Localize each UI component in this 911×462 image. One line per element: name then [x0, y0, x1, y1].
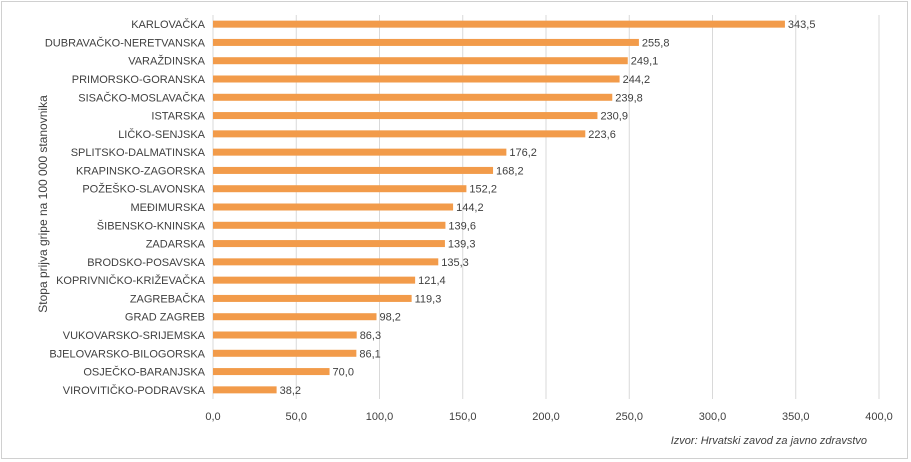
- y-axis-label: Stopa prijva gripe na 100 000 stanovnika: [36, 95, 50, 313]
- bar: [213, 93, 613, 101]
- bar: [213, 166, 494, 174]
- data-label: 239,8: [615, 92, 643, 104]
- category-label: PRIMORSKO-GORANSKA: [72, 74, 206, 86]
- data-label: 86,3: [360, 330, 381, 342]
- bar: [213, 203, 454, 211]
- category-label: MEĐIMURSKA: [130, 202, 205, 214]
- category-label: KOPRIVNIČKO-KRIŽEVAČKA: [56, 274, 206, 287]
- data-label: 70,0: [333, 367, 354, 379]
- data-label: 168,2: [496, 165, 524, 177]
- bar: [213, 349, 357, 357]
- data-label: 135,3: [441, 257, 469, 269]
- bar: [213, 75, 620, 83]
- category-labels: KARLOVAČKA DUBRAVAČKO-NERETVANSKA VARAŽDIN…: [45, 18, 206, 397]
- bar: [213, 331, 357, 339]
- data-label: 139,6: [448, 220, 476, 232]
- x-tick-label: 50,0: [286, 411, 307, 423]
- bar: [213, 240, 445, 248]
- x-tick-labels: 0,0 50,0 100,0 150,0 200,0 250,0 300,0 350,0 400…: [205, 411, 892, 423]
- data-label: 176,2: [509, 147, 537, 159]
- data-label: 230,9: [600, 111, 628, 123]
- bar: [213, 57, 628, 65]
- category-label: VIROVITIČKO-PODRAVSKA: [63, 384, 206, 397]
- data-label: 139,3: [448, 239, 476, 251]
- category-label: VARAŽDINSKA: [128, 55, 205, 68]
- data-label: 152,2: [469, 184, 497, 196]
- category-label: POŽEŠKO-SLAVONSKA: [82, 183, 205, 196]
- bar: [213, 221, 446, 229]
- category-label: SISAČKO-MOSLAVAČKA: [78, 91, 205, 104]
- data-label: 86,1: [359, 348, 380, 360]
- category-label: DUBRAVAČKO-NERETVANSKA: [45, 36, 206, 49]
- source-note: Izvor: Hrvatski zavod za javno zdravstvo: [670, 435, 867, 447]
- data-labels: 343,5 255,8 249,1 244,2 239,8 230,9 223,6 176,2…: [280, 19, 816, 397]
- category-label: ISTARSKA: [151, 111, 205, 123]
- bar: [213, 148, 507, 156]
- category-label: ZADARSKA: [146, 239, 206, 251]
- data-label: 255,8: [642, 37, 670, 49]
- x-tick-label: 200,0: [532, 411, 560, 423]
- data-label: 244,2: [623, 74, 651, 86]
- data-label: 343,5: [788, 19, 816, 31]
- bar: [213, 112, 598, 120]
- x-tick-label: 400,0: [865, 411, 893, 423]
- x-tick-label: 300,0: [699, 411, 727, 423]
- category-label: SPLITSKO-DALMATINSKA: [71, 147, 206, 159]
- bar: [213, 258, 439, 266]
- bar: [213, 294, 412, 302]
- bars: [213, 20, 785, 394]
- category-label: BRODSKO-POSAVSKA: [87, 257, 205, 269]
- bar: [213, 276, 416, 284]
- category-label: KARLOVAČKA: [131, 18, 205, 31]
- data-label: 249,1: [631, 56, 659, 68]
- category-label: VUKOVARSKO-SRIJEMSKA: [63, 330, 206, 342]
- bar: [213, 130, 586, 138]
- x-tick-label: 0,0: [205, 411, 220, 423]
- x-tick-label: 150,0: [449, 411, 477, 423]
- category-label: LIČKO-SENJSKA: [118, 128, 205, 141]
- bar: [213, 368, 330, 376]
- bar: [213, 185, 467, 193]
- data-label: 38,2: [280, 385, 301, 397]
- x-tick-label: 350,0: [782, 411, 810, 423]
- data-label: 144,2: [456, 202, 484, 214]
- x-tick-label: 100,0: [366, 411, 394, 423]
- category-label: BJELOVARSKO-BILOGORSKA: [49, 348, 205, 360]
- category-label: ŠIBENSKO-KNINSKA: [97, 219, 206, 232]
- data-label: 98,2: [380, 312, 401, 324]
- category-label: KRAPINSKO-ZAGORSKA: [76, 165, 206, 177]
- data-label: 121,4: [418, 275, 446, 287]
- bar: [213, 313, 377, 321]
- category-label: GRAD ZAGREB: [125, 312, 205, 324]
- bar: [213, 38, 639, 46]
- data-label: 119,3: [415, 293, 442, 305]
- category-label: ZAGREBAČKA: [130, 292, 206, 305]
- data-label: 223,6: [588, 129, 616, 141]
- x-tick-label: 250,0: [615, 411, 643, 423]
- category-label: OSJEČKO-BARANJSKA: [83, 366, 205, 379]
- bar: [213, 20, 785, 28]
- bar: [213, 386, 277, 394]
